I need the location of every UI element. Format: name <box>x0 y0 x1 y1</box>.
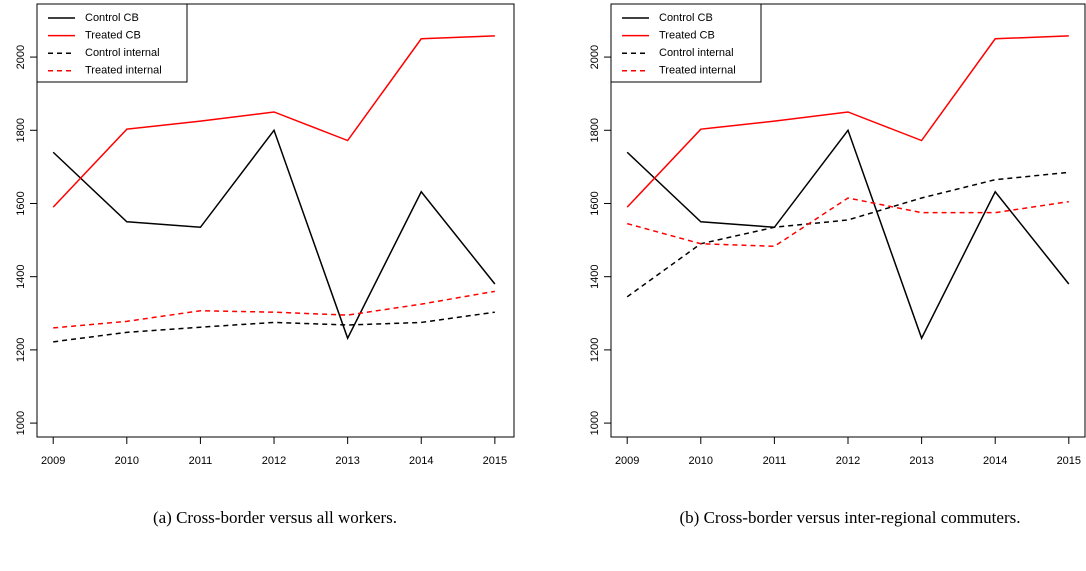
x-tick-label: 2009 <box>41 455 65 467</box>
x-tick-label: 2015 <box>483 455 507 467</box>
y-tick-label: 1600 <box>589 191 601 215</box>
caption: (a) Cross-border versus all workers. <box>152 508 398 527</box>
legend-label: Control internal <box>659 47 734 59</box>
y-tick-label: 2000 <box>589 45 601 69</box>
legend-label: Treated internal <box>659 65 736 77</box>
y-tick-label: 1400 <box>15 264 27 288</box>
x-tick-label: 2010 <box>115 455 139 467</box>
legend-label: Control CB <box>659 12 713 24</box>
y-tick-label: 1800 <box>15 118 27 142</box>
y-tick-label: 1600 <box>15 191 27 215</box>
x-tick-label: 2014 <box>983 455 1007 467</box>
legend-label: Treated CB <box>85 30 141 42</box>
x-tick-label: 2009 <box>615 455 639 467</box>
series-line <box>626 35 1069 208</box>
x-tick-label: 2015 <box>1057 455 1081 467</box>
y-tick-label: 1000 <box>15 411 27 435</box>
y-tick-label: 1000 <box>589 411 601 435</box>
series-line <box>52 128 496 341</box>
series-line <box>626 171 1069 298</box>
legend-label: Treated internal <box>85 65 162 77</box>
legend-label: Control CB <box>85 12 139 24</box>
x-tick-label: 2012 <box>836 455 860 467</box>
x-tick-label: 2014 <box>409 455 433 467</box>
legend-box <box>36 3 188 83</box>
y-tick-label: 1200 <box>589 338 601 362</box>
series-line <box>52 35 495 208</box>
y-tick-label: 1400 <box>589 264 601 288</box>
legend-label: Control internal <box>85 47 160 59</box>
y-tick-label: 1200 <box>15 338 27 362</box>
plot-frame <box>36 3 515 438</box>
series-line <box>53 311 495 343</box>
x-tick-label: 2013 <box>909 455 933 467</box>
series-line <box>626 197 1069 248</box>
x-tick-label: 2011 <box>763 455 787 467</box>
x-tick-label: 2010 <box>689 455 713 467</box>
legend-box <box>610 3 762 83</box>
x-tick-label: 2013 <box>335 455 359 467</box>
x-tick-label: 2011 <box>189 455 213 467</box>
legend-label: Treated CB <box>659 30 715 42</box>
caption: (b) Cross-border versus inter-regional c… <box>679 508 1021 527</box>
series-line <box>53 290 495 329</box>
series-line <box>626 128 1070 341</box>
y-tick-label: 2000 <box>15 45 27 69</box>
y-tick-label: 1800 <box>589 118 601 142</box>
x-tick-label: 2012 <box>262 455 286 467</box>
